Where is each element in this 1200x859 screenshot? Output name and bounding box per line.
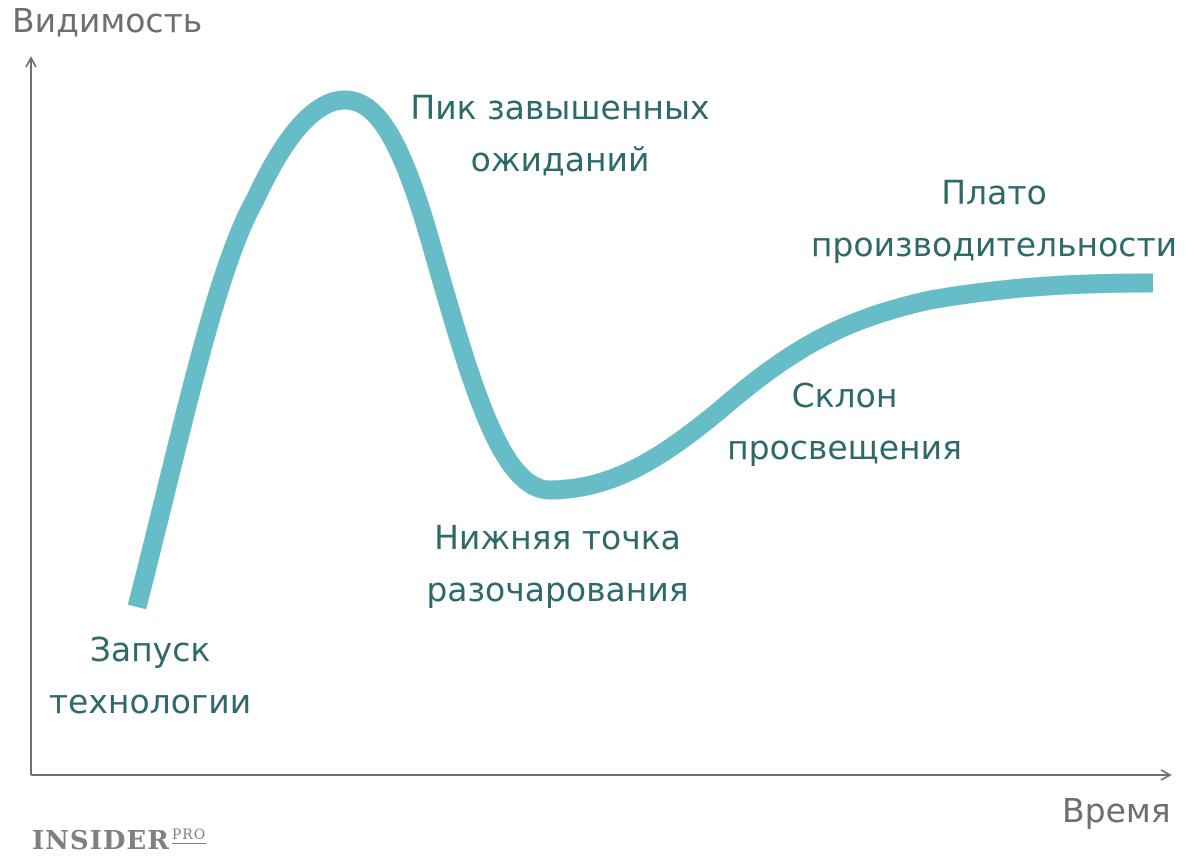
y-axis-title: Видимость <box>12 1 203 40</box>
phase-peak-line-2: ожиданий <box>470 140 650 179</box>
phase-slope-line-1: Склон <box>791 376 898 415</box>
phase-peak-line-1: Пик завышенных <box>410 88 710 127</box>
insider-pro-logo: INSIDER PRO <box>32 826 207 856</box>
phase-trough-line-1: Нижняя точка <box>434 518 681 557</box>
phase-slope-line-2: просвещения <box>727 428 962 467</box>
phase-plateau-of-productivity: Плато производительности <box>790 167 1198 271</box>
phase-plateau-line-1: Плато <box>941 173 1047 212</box>
phase-peak-of-inflated-expectations: Пик завышенных ожиданий <box>400 82 720 186</box>
phase-trough-line-2: разочарования <box>426 570 689 609</box>
phase-trigger-line-2: технологии <box>48 682 252 721</box>
hype-curve <box>127 90 1154 610</box>
phase-plateau-line-2: производительности <box>810 225 1178 264</box>
phase-slope-of-enlightenment: Склон просвещения <box>712 370 977 474</box>
logo-suffix-text: PRO <box>171 827 207 844</box>
logo-main-text: INSIDER <box>32 826 170 856</box>
phase-trough-of-disillusionment: Нижняя точка разочарования <box>410 512 705 616</box>
x-axis-title: Время <box>1062 791 1171 830</box>
phase-trigger-line-1: Запуск <box>89 630 211 669</box>
phase-technology-trigger: Запуск технологии <box>40 624 260 728</box>
